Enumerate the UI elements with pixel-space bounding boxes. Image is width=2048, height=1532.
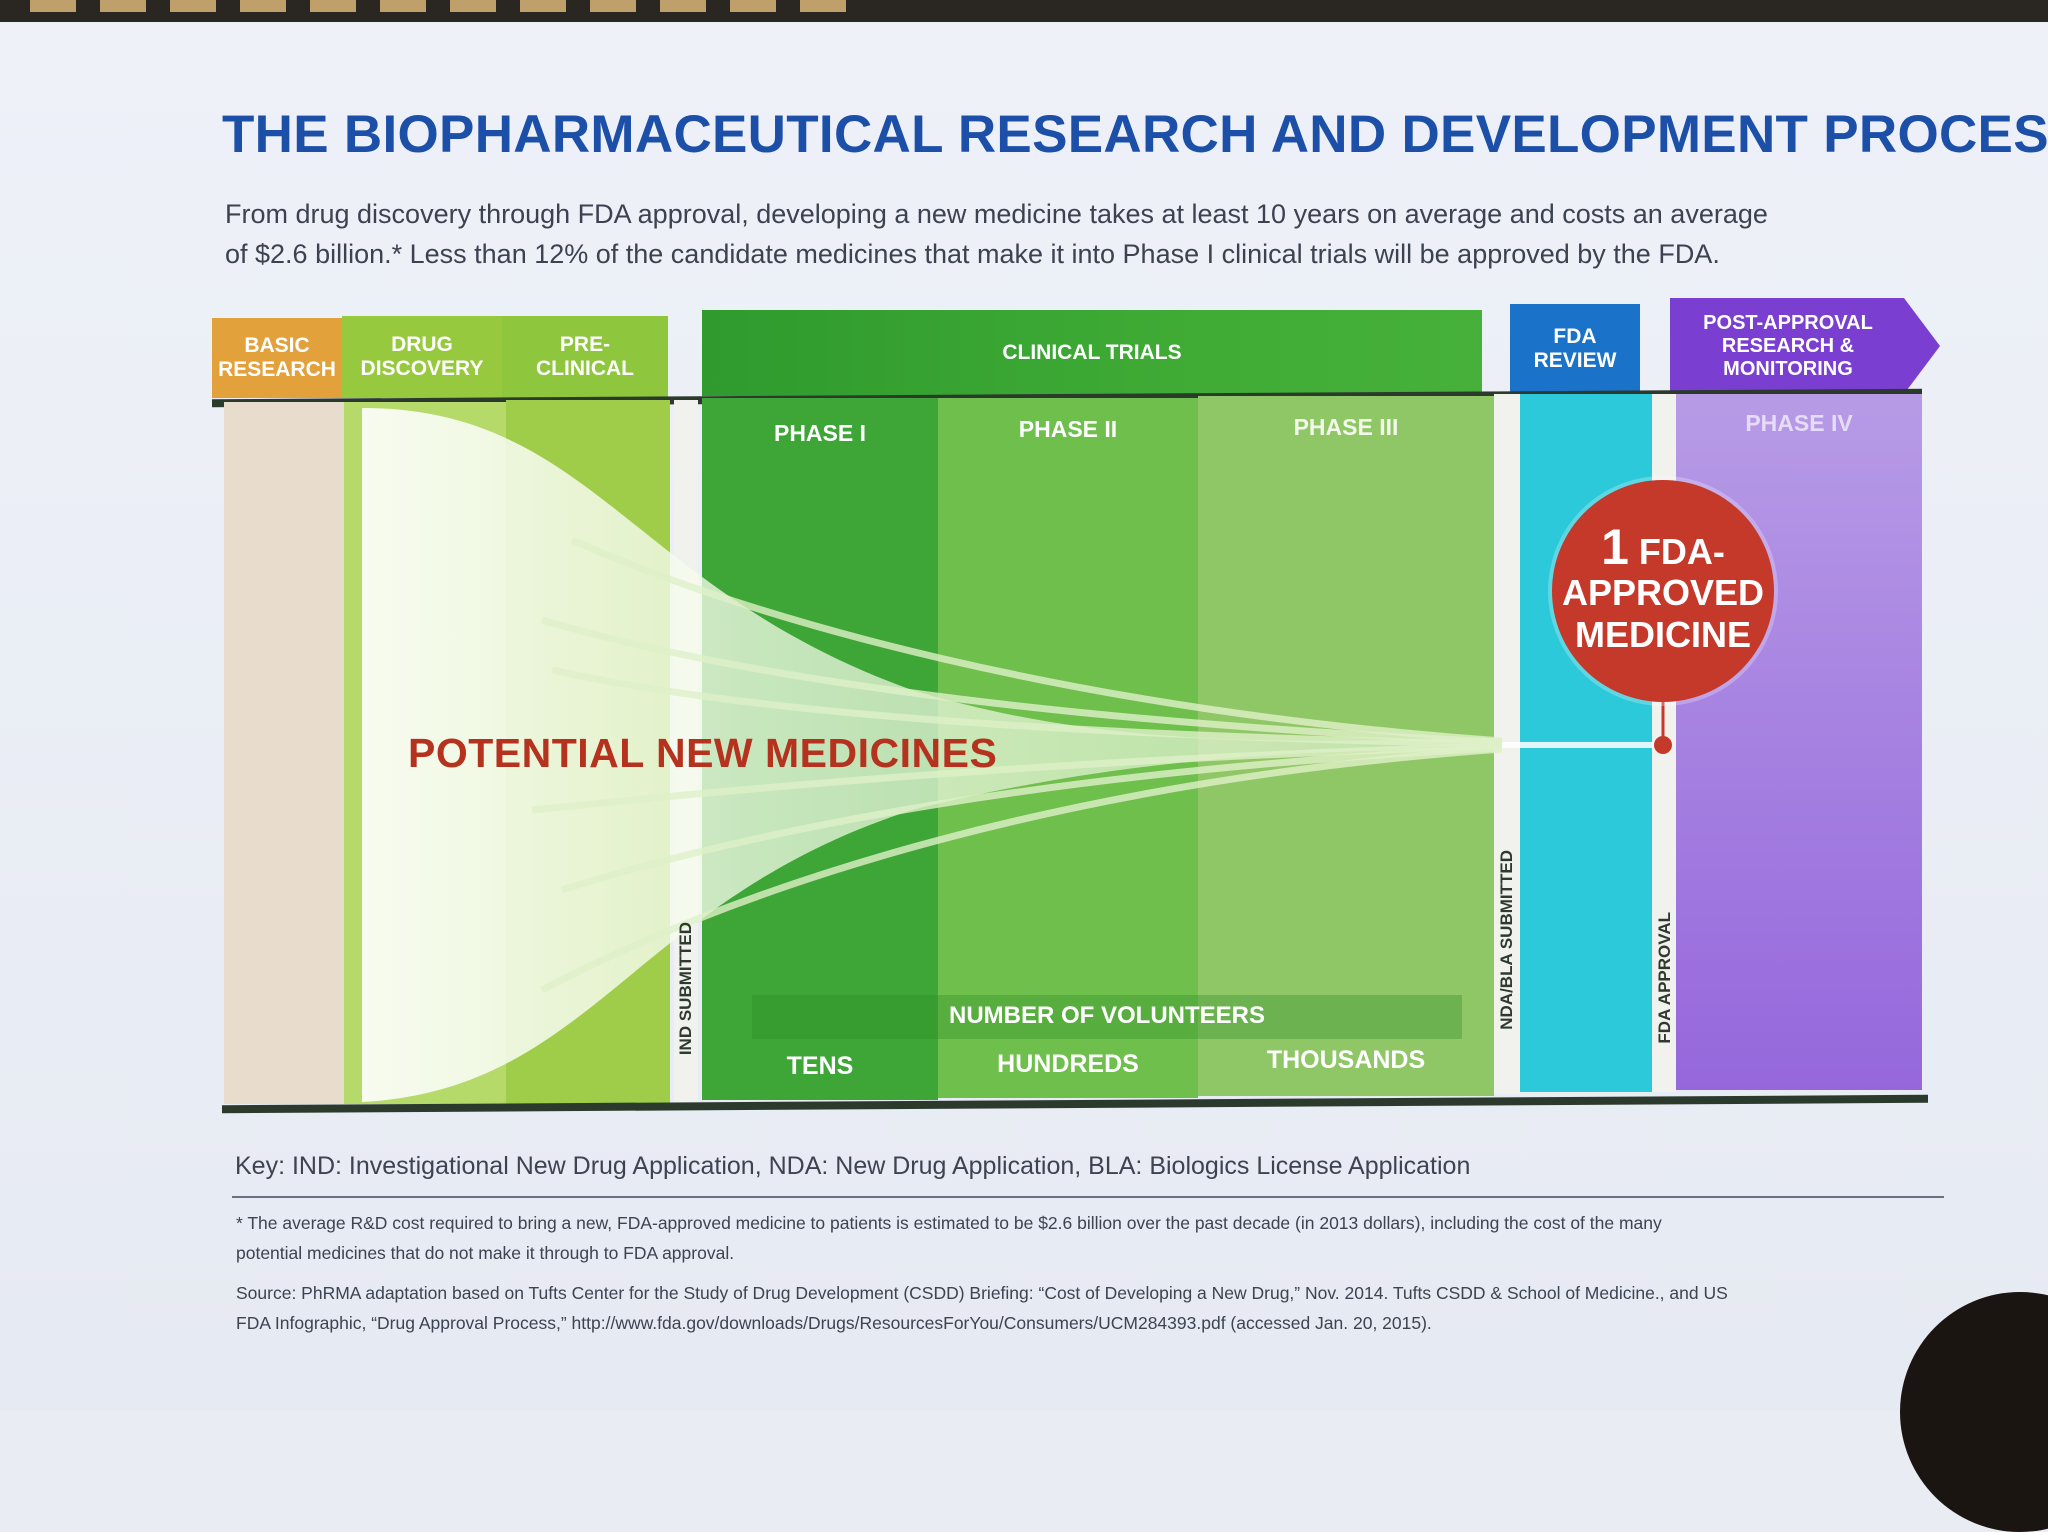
fda-approval-label: FDA APPROVAL [1655,912,1674,1044]
volunteers-thousands: THOUSANDS [1266,1046,1426,1074]
source-citation: Source: PhRMA adaptation based on Tufts … [236,1278,1936,1338]
attrition-funnel [362,408,1672,1102]
projector-frame-top [0,0,2048,22]
stage-label: RESEARCH & [1721,334,1855,357]
footnote-line: potential medicines that do not make it … [236,1243,735,1263]
badge-number: 1 [1601,518,1629,575]
phase-3-label: PHASE III [1293,414,1399,440]
stage-post-approval: POST-APPROVAL RESEARCH & MONITORING [1670,298,1906,394]
stage-label: REVIEW [1533,349,1617,372]
stage-label: CLINICAL [536,357,634,380]
rd-process-diagram: BASIC RESEARCH DRUG DISCOVERY PRE- CLINICAL… [212,290,1940,1120]
col-basic-research [224,402,344,1104]
footnote-divider [232,1196,1944,1198]
badge-text: FDA- [1638,530,1725,572]
stage-label: RESEARCH [218,358,336,381]
potential-new-medicines-label: POTENTIAL NEW MEDICINES [408,730,998,776]
footnote: * The average R&D cost required to bring… [236,1208,1936,1268]
stage-label: POST-APPROVAL [1703,311,1873,334]
stage-label: CLINICAL TRIALS [1002,341,1182,364]
badge-text: MEDICINE [1574,613,1751,655]
slide-title: THE BIOPHARMACEUTICAL RESEARCH AND DEVEL… [222,105,2048,164]
volunteers-band [752,995,1462,1039]
footnote-line: * The average R&D cost required to bring… [236,1213,1662,1233]
approved-medicine-badge: 1 FDA- APPROVED MEDICINE [1552,480,1774,702]
stage-label: PRE- [559,333,611,356]
badge-pin-dot [1654,736,1672,754]
phase-4-label: PHASE IV [1745,410,1853,436]
stage-clinical-trials: CLINICAL TRIALS [702,310,1482,396]
phase-1-label: PHASE I [773,420,867,446]
badge-text: APPROVED [1561,571,1765,613]
source-line: Source: PhRMA adaptation based on Tufts … [236,1283,1728,1303]
stage-drug-discovery: DRUG DISCOVERY [342,316,502,398]
stage-label: DRUG [391,333,453,356]
stage-basic-research: BASIC RESEARCH [212,318,342,398]
stage-label: BASIC [244,334,310,357]
ind-submitted-label: IND SUBMITTED [676,922,695,1056]
stage-label: FDA [1553,325,1597,348]
stage-pre-clinical: PRE- CLINICAL [502,316,668,398]
volunteers-label: NUMBER OF VOLUNTEERS [948,1002,1265,1029]
stage-post-approval-arrow [1670,298,1940,394]
funnel-shape [362,408,1502,1102]
nda-bla-submitted-label: NDA/BLA SUBMITTED [1497,850,1516,1030]
subtitle-line-2: of $2.6 billion.* Less than 12% of the c… [225,239,1720,269]
stage-fda-review: FDA REVIEW [1510,304,1640,394]
slide: THE BIOPHARMACEUTICAL RESEARCH AND DEVEL… [0,22,2048,1532]
stage-label: DISCOVERY [360,357,484,380]
subtitle-line-1: From drug discovery through FDA approval… [225,199,1768,229]
volunteers-hundreds: HUNDREDS [997,1050,1139,1078]
stage-label: MONITORING [1723,357,1853,380]
phase-2-label: PHASE II [1018,416,1118,442]
slide-subtitle: From drug discovery through FDA approval… [225,194,1905,274]
abbreviation-key: Key: IND: Investigational New Drug Appli… [235,1152,1471,1180]
funnel-streaks [531,536,1503,994]
volunteers-tens: TENS [786,1052,854,1080]
source-line: FDA Infographic, “Drug Approval Process,… [236,1313,1432,1333]
